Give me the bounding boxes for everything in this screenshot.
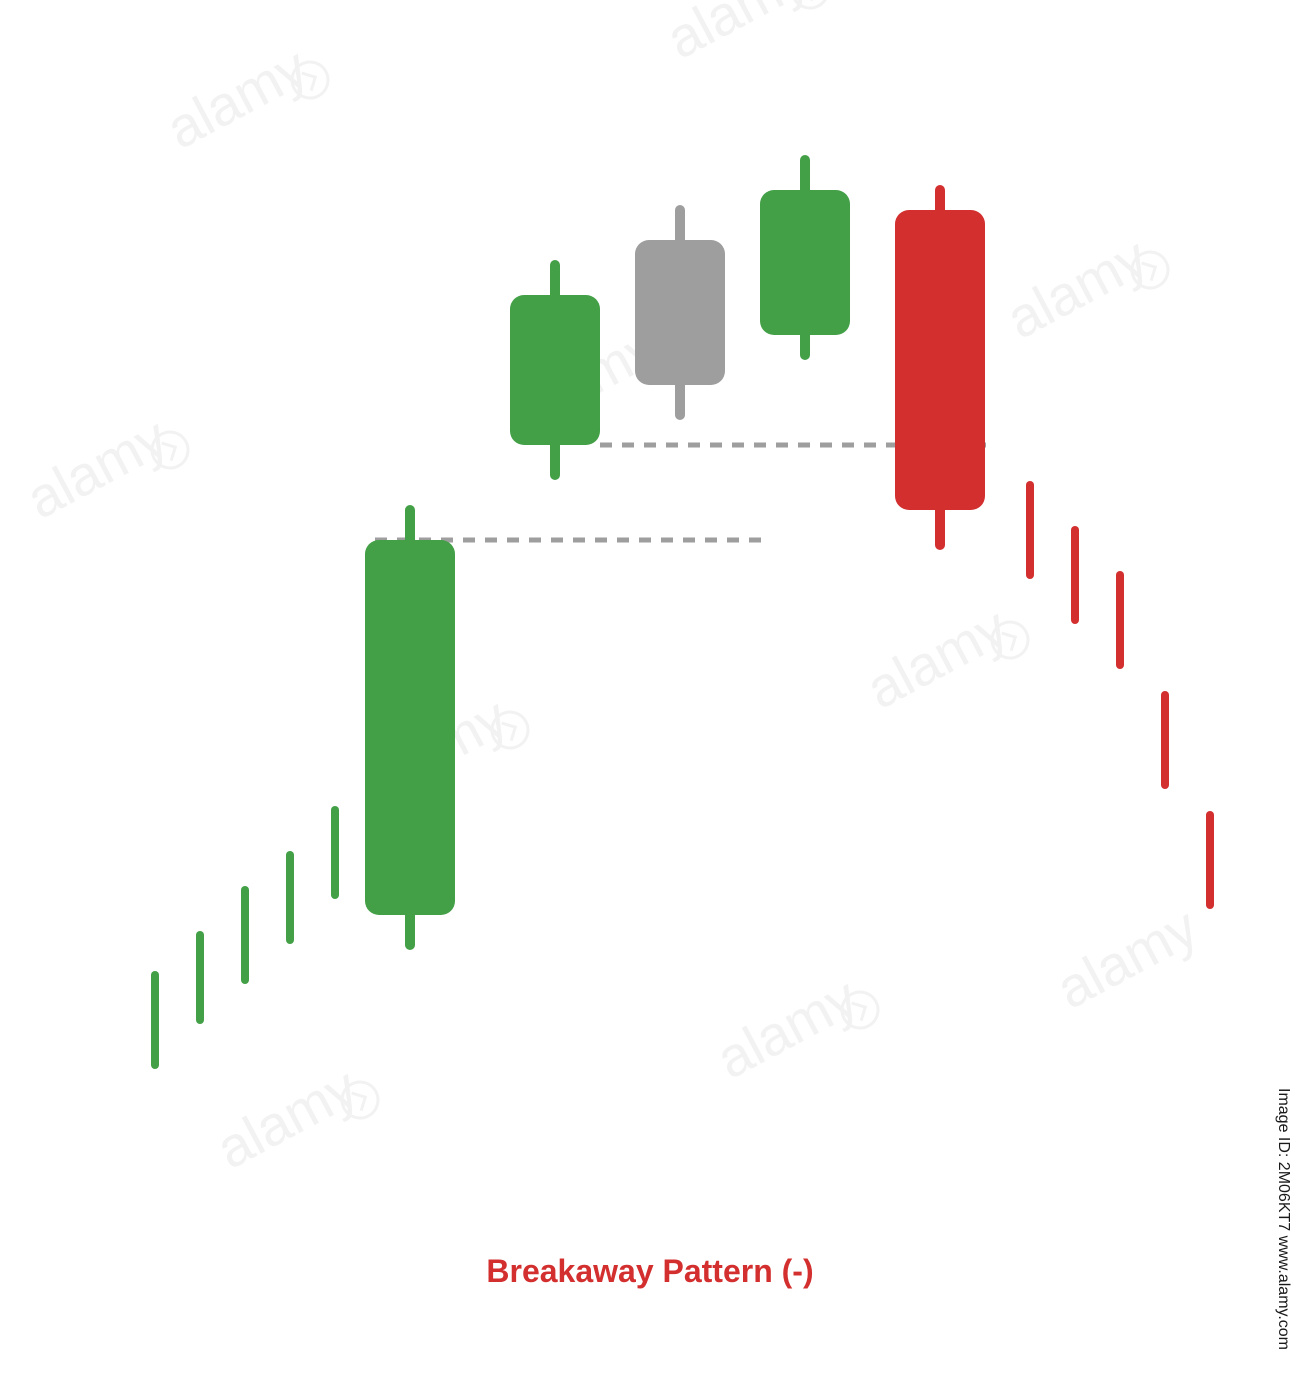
candlestick-chart: alamy alamy alamy alamy alamy alamy alamy alamy… <box>0 0 1300 1390</box>
svg-text:alamy: alamy <box>156 35 317 161</box>
svg-text:alamy: alamy <box>656 0 817 71</box>
svg-text:alamy: alamy <box>1046 895 1207 1021</box>
svg-text:alamy: alamy <box>996 225 1157 351</box>
chart-title: Breakaway Pattern (-) <box>0 1253 1300 1290</box>
svg-text:alamy: alamy <box>706 965 867 1091</box>
svg-text:alamy: alamy <box>206 1055 367 1181</box>
chart-svg: alamy alamy alamy alamy alamy alamy alamy alamy… <box>0 0 1300 1390</box>
svg-text:alamy: alamy <box>16 405 177 531</box>
image-id-label: Image ID: 2M06KT7 www.alamy.com <box>1274 1088 1292 1350</box>
svg-text:alamy: alamy <box>856 595 1017 721</box>
